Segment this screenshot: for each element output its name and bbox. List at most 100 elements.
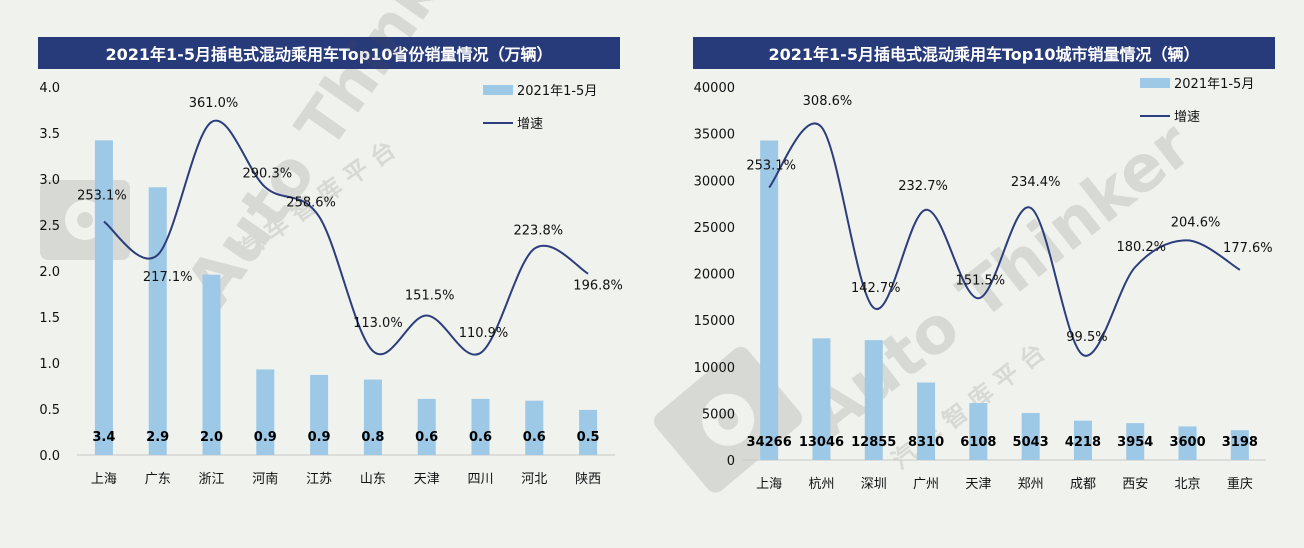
y-tick-label: 20000 bbox=[694, 268, 735, 283]
growth-value-label: 253.1% bbox=[77, 189, 127, 204]
bar-value-label: 0.9 bbox=[308, 430, 331, 445]
bar bbox=[310, 374, 329, 455]
y-tick-label: 5000 bbox=[702, 407, 735, 422]
legend-bar-label: 2021年1-5月 bbox=[1174, 77, 1254, 92]
y-tick-label: 40000 bbox=[694, 81, 735, 96]
bar-value-label: 4218 bbox=[1065, 435, 1101, 450]
left-chart-title: 2021年1-5月插电式混动乘用车Top10省份销量情况（万辆） bbox=[38, 37, 620, 69]
growth-value-label: 258.6% bbox=[286, 196, 336, 211]
growth-value-label: 232.7% bbox=[898, 179, 948, 194]
x-category-label: 浙江 bbox=[198, 472, 224, 487]
y-tick-label: 30000 bbox=[694, 174, 735, 189]
bar bbox=[1126, 423, 1145, 460]
growth-value-label: 142.7% bbox=[851, 281, 901, 296]
bar bbox=[1073, 420, 1092, 460]
bar bbox=[417, 398, 436, 455]
growth-value-label: 361.0% bbox=[189, 96, 239, 111]
bar-value-label: 0.6 bbox=[469, 430, 492, 445]
bar-value-label: 2.0 bbox=[200, 430, 223, 445]
x-category-label: 杭州 bbox=[808, 477, 834, 492]
growth-value-label: 308.6% bbox=[803, 94, 853, 109]
bar bbox=[256, 369, 275, 455]
left-chart: 0.0 0.5 1.0 1.5 2.0 2.5 3.0 3.5 4.0 上海 广东 浙江 河南 江苏 山东 天… bbox=[39, 81, 623, 487]
growth-value-label: 204.6% bbox=[1171, 215, 1221, 230]
y-tick-label: 15000 bbox=[694, 314, 735, 329]
x-category-label: 深圳 bbox=[861, 477, 887, 492]
bar bbox=[969, 403, 988, 460]
bar-value-label: 8310 bbox=[908, 435, 944, 450]
y-tick-label: 2.0 bbox=[39, 265, 60, 280]
bar-value-label: 34266 bbox=[747, 435, 792, 450]
growth-value-label: 217.1% bbox=[143, 270, 193, 285]
growth-line bbox=[103, 119, 589, 356]
bar-value-label: 0.6 bbox=[523, 430, 546, 445]
x-category-label: 陕西 bbox=[575, 472, 601, 487]
y-tick-label: 2.5 bbox=[39, 219, 60, 234]
legend-bar-label: 2021年1-5月 bbox=[517, 84, 597, 99]
right-chart: 0 5000 10000 15000 20000 25000 30000 35000 40000… bbox=[694, 77, 1273, 492]
bar bbox=[760, 140, 779, 460]
y-tick-label: 4.0 bbox=[39, 81, 60, 96]
growth-value-label: 234.4% bbox=[1011, 175, 1061, 190]
y-tick-label: 0 bbox=[727, 454, 735, 469]
bar-value-label: 3954 bbox=[1117, 435, 1153, 450]
x-category-label: 上海 bbox=[756, 477, 782, 492]
watermark-logo-text-left: Auto Thinker bbox=[172, 0, 499, 319]
x-category-label: 成都 bbox=[1070, 477, 1096, 492]
y-tick-label: 1.0 bbox=[39, 357, 60, 372]
x-category-label: 重庆 bbox=[1227, 476, 1253, 492]
legend-bar-swatch bbox=[483, 85, 513, 95]
bar-value-label: 5043 bbox=[1013, 435, 1049, 450]
bar-value-label: 3198 bbox=[1222, 435, 1258, 450]
growth-value-label: 99.5% bbox=[1066, 330, 1107, 345]
bar bbox=[917, 382, 936, 460]
bar-value-label: 12855 bbox=[851, 435, 896, 450]
y-tick-label: 0.0 bbox=[39, 449, 60, 464]
bar bbox=[812, 338, 831, 460]
growth-value-label: 113.0% bbox=[353, 316, 403, 331]
y-tick-label: 35000 bbox=[694, 128, 735, 143]
bar-value-label: 2.9 bbox=[146, 430, 169, 445]
y-tick-label: 3.5 bbox=[39, 127, 60, 142]
bar bbox=[1021, 412, 1040, 460]
bar-value-label: 0.6 bbox=[415, 430, 438, 445]
growth-value-label: 223.8% bbox=[514, 224, 564, 239]
growth-value-label: 290.3% bbox=[243, 166, 293, 181]
x-category-label: 山东 bbox=[360, 472, 386, 487]
growth-line bbox=[768, 122, 1241, 357]
bar bbox=[94, 140, 113, 456]
legend-bar-swatch bbox=[1140, 78, 1170, 88]
y-tick-label: 0.5 bbox=[39, 403, 60, 418]
x-category-label: 河南 bbox=[252, 471, 278, 487]
x-category-label: 天津 bbox=[965, 477, 991, 492]
bar bbox=[864, 340, 883, 460]
growth-value-label: 196.8% bbox=[573, 279, 623, 294]
legend-line-label: 增速 bbox=[517, 117, 543, 132]
growth-value-label: 110.9% bbox=[459, 326, 509, 341]
bar-value-label: 13046 bbox=[799, 435, 844, 450]
bar-value-label: 3.4 bbox=[92, 430, 115, 445]
bar bbox=[363, 379, 382, 455]
x-category-label: 河北 bbox=[521, 472, 547, 487]
bar-value-label: 3600 bbox=[1169, 435, 1205, 450]
bar bbox=[148, 187, 167, 455]
x-category-label: 北京 bbox=[1175, 477, 1201, 492]
bar bbox=[1230, 430, 1249, 460]
y-tick-label: 3.0 bbox=[39, 173, 60, 188]
bar bbox=[1178, 426, 1197, 460]
growth-value-label: 180.2% bbox=[1116, 240, 1166, 255]
growth-value-label: 151.5% bbox=[405, 289, 455, 304]
right-chart-title: 2021年1-5月插电式混动乘用车Top10城市销量情况（辆） bbox=[693, 37, 1275, 69]
x-category-label: 西安 bbox=[1122, 477, 1148, 492]
x-category-label: 上海 bbox=[91, 472, 117, 487]
x-category-label: 四川 bbox=[467, 472, 493, 487]
x-category-label: 江苏 bbox=[306, 471, 332, 487]
bar-value-label: 6108 bbox=[960, 435, 996, 450]
bar bbox=[202, 274, 221, 455]
y-tick-label: 25000 bbox=[694, 221, 735, 236]
bar-value-label: 0.9 bbox=[254, 430, 277, 445]
y-tick-label: 10000 bbox=[694, 361, 735, 376]
